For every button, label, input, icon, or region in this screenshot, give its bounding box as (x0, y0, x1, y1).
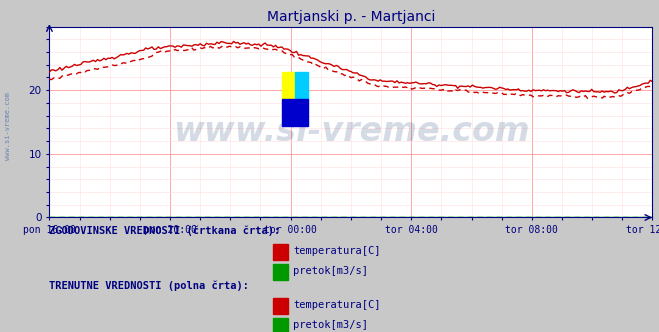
Text: pretok[m3/s]: pretok[m3/s] (293, 266, 368, 276)
Text: www.si-vreme.com: www.si-vreme.com (5, 92, 11, 160)
Polygon shape (281, 99, 308, 126)
Text: temperatura[C]: temperatura[C] (293, 300, 381, 310)
Title: Martjanski p. - Martjanci: Martjanski p. - Martjanci (267, 10, 435, 24)
Polygon shape (281, 72, 295, 99)
Text: www.si-vreme.com: www.si-vreme.com (173, 115, 529, 148)
Text: temperatura[C]: temperatura[C] (293, 246, 381, 256)
Text: TRENUTNE VREDNOSTI (polna črta):: TRENUTNE VREDNOSTI (polna črta): (49, 280, 249, 291)
Polygon shape (295, 72, 308, 99)
Text: pretok[m3/s]: pretok[m3/s] (293, 320, 368, 330)
Text: ZGODOVINSKE VREDNOSTI (črtkana črta):: ZGODOVINSKE VREDNOSTI (črtkana črta): (49, 225, 281, 236)
